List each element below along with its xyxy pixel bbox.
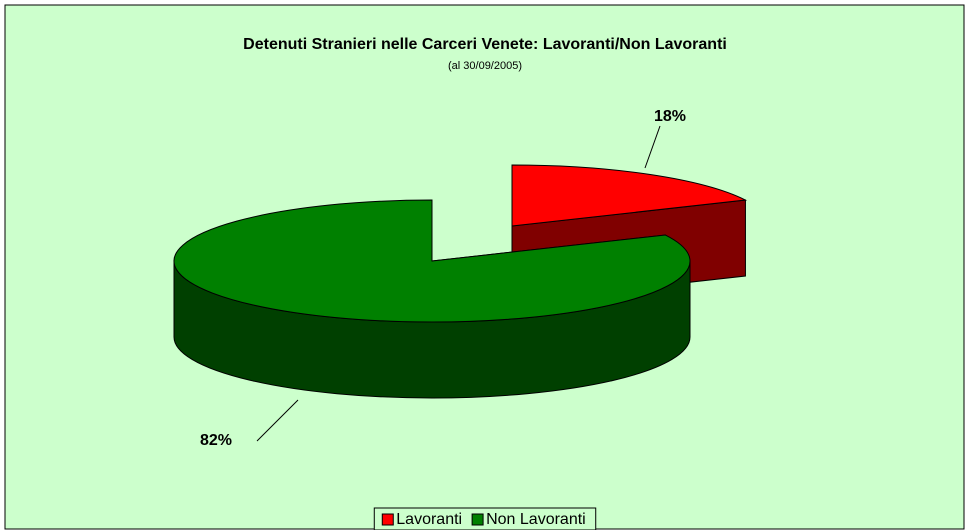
slice-top [173,199,691,323]
legend-swatch [471,513,484,526]
slice [173,199,691,399]
chart-subtitle: (al 30/09/2005) [448,60,522,72]
slice-top [511,164,748,227]
data-label: 82% [200,432,232,449]
legend-label: Lavoranti [396,511,462,528]
leader-line [644,125,661,169]
legend-swatch [381,513,394,526]
legend-label: Non Lavoranti [486,511,586,528]
legend: Lavoranti Non Lavoranti [373,507,597,530]
leader-line [256,399,299,442]
data-label: 18% [654,108,686,125]
chart-title: Detenuti Stranieri nelle Carceri Venete:… [243,36,727,53]
legend-box [373,507,597,530]
